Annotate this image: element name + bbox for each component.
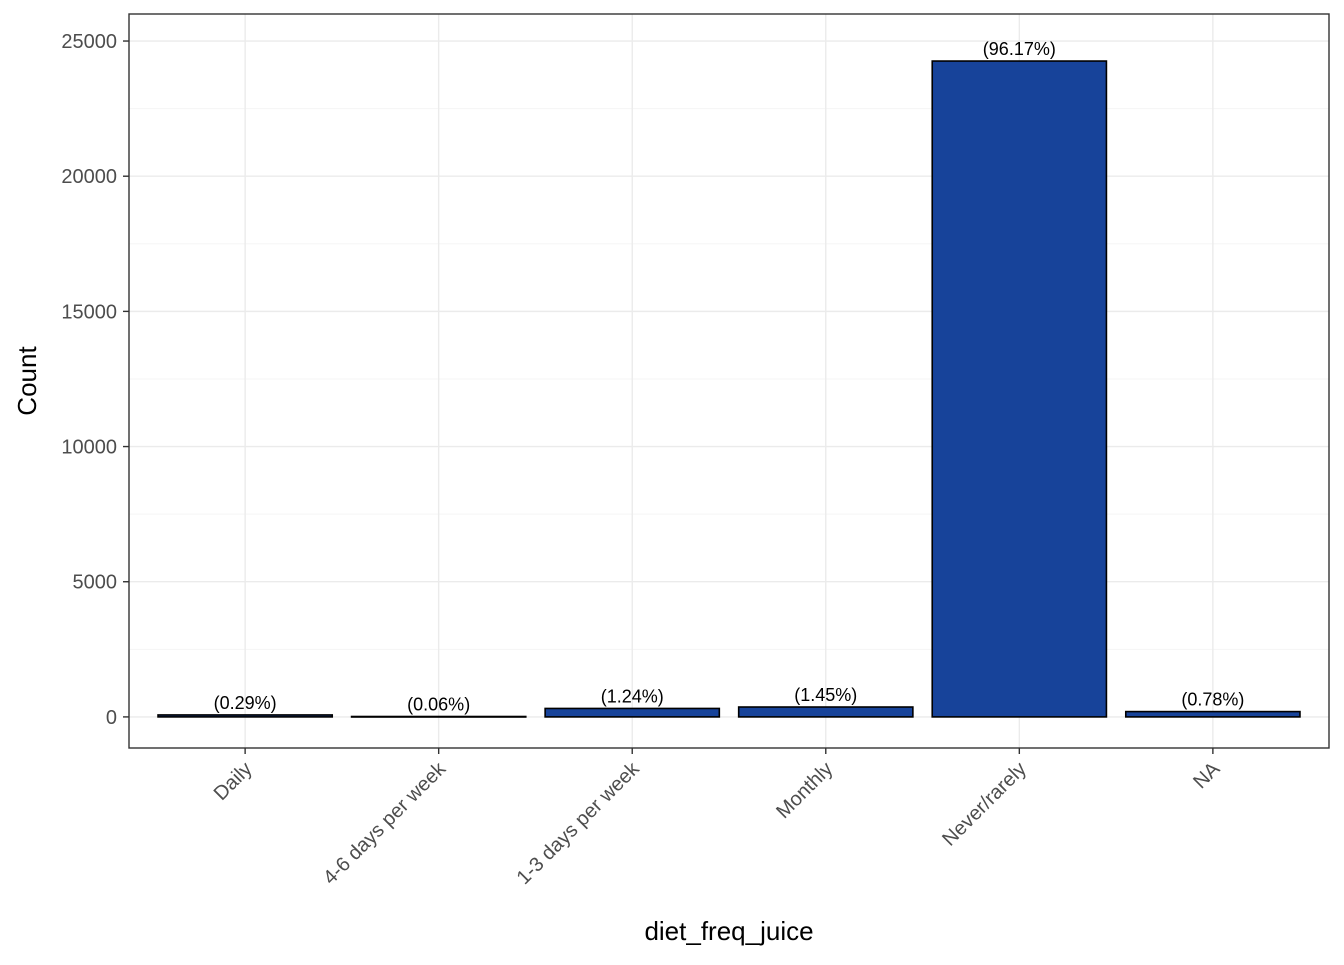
bar: [157, 714, 334, 718]
bar: [737, 706, 914, 718]
x-tick-label: Monthly: [772, 758, 837, 823]
y-axis: 0 5000 10000 15000 20000 25000: [61, 31, 129, 729]
data-label: (1.24%): [601, 686, 664, 706]
y-axis-title: Count: [12, 346, 42, 416]
y-tick-label: 10000: [61, 437, 117, 459]
y-tick-label: 20000: [61, 166, 117, 188]
x-tick-label: Never/rarely: [938, 758, 1031, 851]
y-tick-label: 25000: [61, 31, 117, 53]
data-labels: (0.29%) (0.06%) (1.24%) (1.45%) (96.17%) (0.7…: [214, 39, 1245, 714]
x-tick-label: Daily: [210, 758, 257, 805]
bars: [157, 60, 1301, 718]
data-label: (0.78%): [1181, 690, 1244, 710]
x-tick-label: NA: [1189, 758, 1225, 794]
y-tick-label: 0: [106, 707, 117, 729]
bar: [931, 60, 1108, 718]
x-tick-label: 1-3 days per week: [513, 757, 645, 889]
bar: [544, 707, 721, 718]
x-tick-label: 4-6 days per week: [319, 757, 451, 889]
data-label: (96.17%): [983, 39, 1056, 59]
data-label: (0.29%): [214, 693, 277, 713]
x-axis: Daily 4-6 days per week 1-3 days per week M…: [210, 748, 1225, 889]
data-label: (1.45%): [794, 685, 857, 705]
grid: [129, 14, 1329, 748]
panel-border: [128, 13, 1330, 749]
x-axis-title: diet_freq_juice: [644, 916, 813, 946]
data-label: (0.06%): [407, 695, 470, 715]
bar: [1124, 710, 1301, 718]
bar: [350, 715, 527, 718]
y-tick-label: 15000: [61, 301, 117, 323]
y-tick-label: 5000: [73, 572, 118, 594]
